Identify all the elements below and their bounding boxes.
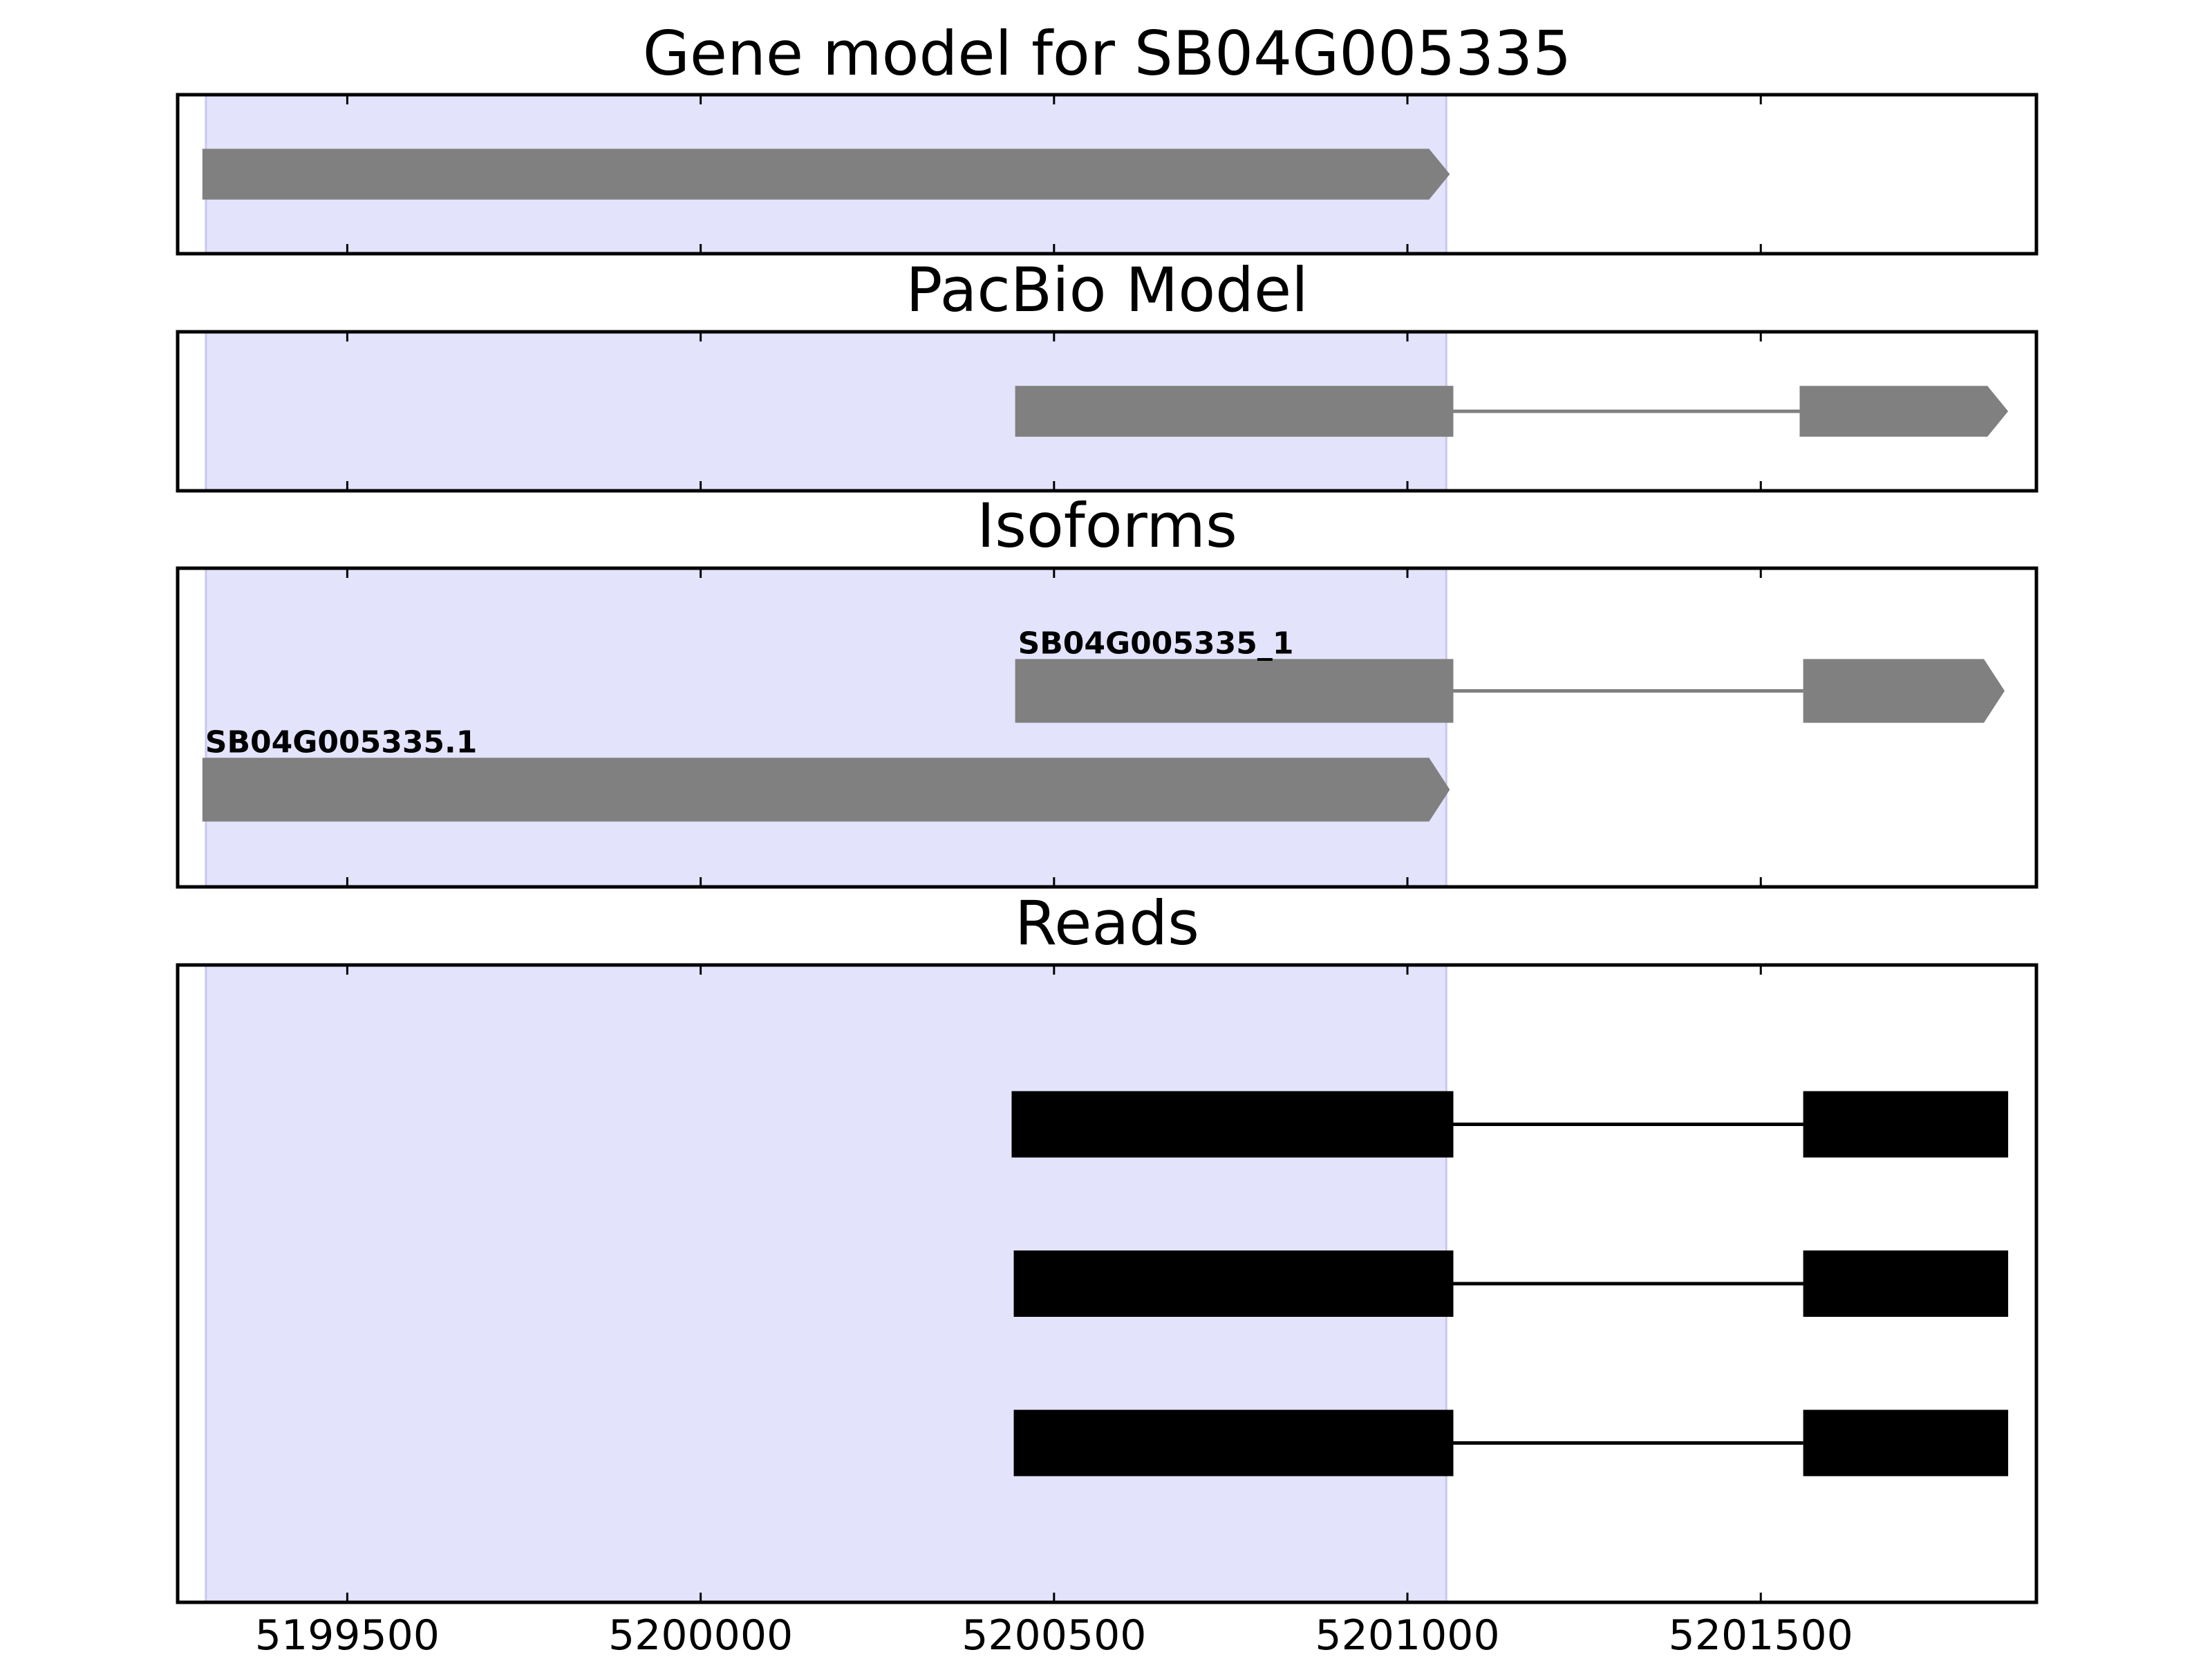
x-tick-label: 5199500 (255, 1611, 440, 1659)
panel-title: Gene model for SB04G005335 (643, 18, 1572, 89)
isoform-label: SB04G005335.1 (205, 724, 478, 760)
exon-arrow (1803, 659, 2005, 723)
exon-block (1015, 659, 1454, 723)
panel-title: Isoforms (977, 490, 1237, 561)
read-block (1013, 1409, 1454, 1477)
x-tick-label: 5201000 (1315, 1611, 1499, 1659)
exon-arrow (202, 758, 1450, 822)
read-block (1803, 1409, 2009, 1477)
exon-arrow (202, 149, 1450, 200)
track: SB04G005335.1 (202, 724, 1450, 822)
panel-reads: Reads (176, 888, 2038, 1604)
read (1011, 1091, 2009, 1158)
axes-frame (176, 93, 2038, 256)
axes-frame (176, 566, 2038, 889)
exon-arrow (1799, 386, 2009, 437)
panel-gene-model: Gene model for SB04G005335 (176, 18, 2038, 256)
x-tick-label: 5201500 (1669, 1611, 1853, 1659)
panel-title: PacBio Model (906, 254, 1308, 326)
read-block (1011, 1091, 1454, 1158)
panel-title: Reads (1015, 888, 1199, 959)
read-block (1013, 1250, 1454, 1317)
track (202, 149, 1450, 200)
track (1015, 386, 2009, 437)
panel-pacbio-model: PacBio Model (176, 254, 2038, 493)
axes-frame (176, 330, 2038, 493)
track: SB04G005335_1 (1015, 626, 2005, 723)
x-tick-label: 5200500 (962, 1611, 1146, 1659)
isoform-label: SB04G005335_1 (1018, 626, 1294, 661)
read (1013, 1409, 2009, 1477)
panel-isoforms: Isoforms SB04G005335_1 SB04G005335.1 (176, 490, 2038, 889)
axes-frame (176, 963, 2038, 1604)
highlight-region (205, 568, 1447, 887)
x-tick-label: 5200000 (608, 1611, 793, 1659)
read (1013, 1250, 2009, 1317)
read-block (1803, 1091, 2009, 1158)
exon-block (1015, 386, 1454, 437)
read-block (1803, 1250, 2009, 1317)
